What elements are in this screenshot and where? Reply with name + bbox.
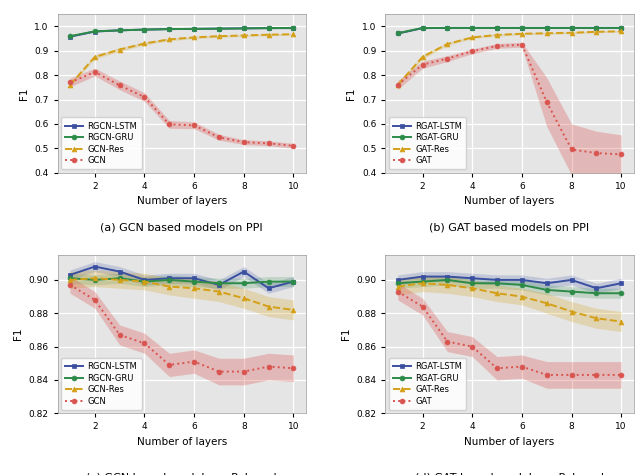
Legend: RGAT-LSTM, RGAT-GRU, GAT-Res, GAT: RGAT-LSTM, RGAT-GRU, GAT-Res, GAT	[388, 358, 467, 410]
X-axis label: Number of layers: Number of layers	[136, 437, 227, 447]
Title: (a) GCN based models on PPI: (a) GCN based models on PPI	[100, 222, 263, 232]
X-axis label: Number of layers: Number of layers	[136, 196, 227, 206]
Legend: RGCN-LSTM, RGCN-GRU, GCN-Res, GCN: RGCN-LSTM, RGCN-GRU, GCN-Res, GCN	[61, 117, 141, 169]
Title: (d) GAT based models on Pubmed: (d) GAT based models on Pubmed	[415, 473, 604, 475]
Legend: RGCN-LSTM, RGCN-GRU, GCN-Res, GCN: RGCN-LSTM, RGCN-GRU, GCN-Res, GCN	[61, 358, 141, 410]
Y-axis label: F1: F1	[346, 87, 356, 100]
X-axis label: Number of layers: Number of layers	[465, 437, 555, 447]
Y-axis label: F1: F1	[340, 328, 351, 340]
Title: (b) GAT based models on PPI: (b) GAT based models on PPI	[429, 222, 589, 232]
Legend: RGAT-LSTM, RGAT-GRU, GAT-Res, GAT: RGAT-LSTM, RGAT-GRU, GAT-Res, GAT	[388, 117, 467, 169]
Y-axis label: F1: F1	[19, 87, 29, 100]
X-axis label: Number of layers: Number of layers	[465, 196, 555, 206]
Y-axis label: F1: F1	[13, 328, 23, 340]
Title: (c) GCN based models on Pubmed: (c) GCN based models on Pubmed	[86, 473, 277, 475]
